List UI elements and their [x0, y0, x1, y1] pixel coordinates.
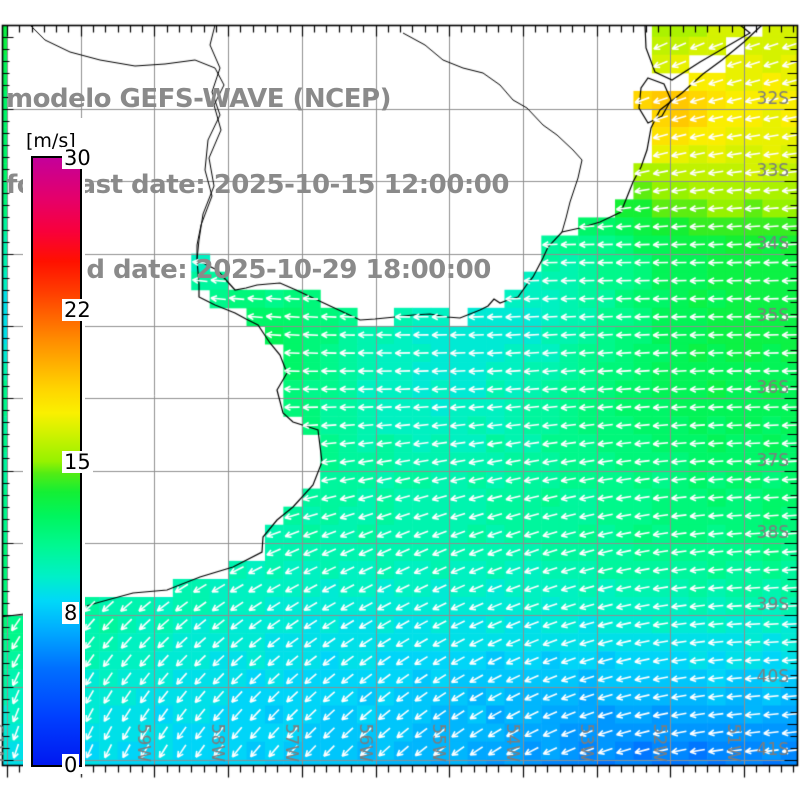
colorbar-tick-label: 0: [62, 753, 80, 777]
colorbar-tick-label: 30: [62, 146, 93, 170]
colorbar-tick-label: 22: [62, 297, 93, 322]
colorbar-unit-label: [m/s]: [26, 130, 76, 152]
colorbar-tick-label: 8: [62, 601, 80, 626]
colorbar: [m/s]: [23, 118, 85, 774]
colorbar-tick-label: 15: [62, 449, 93, 474]
title-model-line: modelo GEFS-WAVE (NCEP): [6, 84, 391, 114]
